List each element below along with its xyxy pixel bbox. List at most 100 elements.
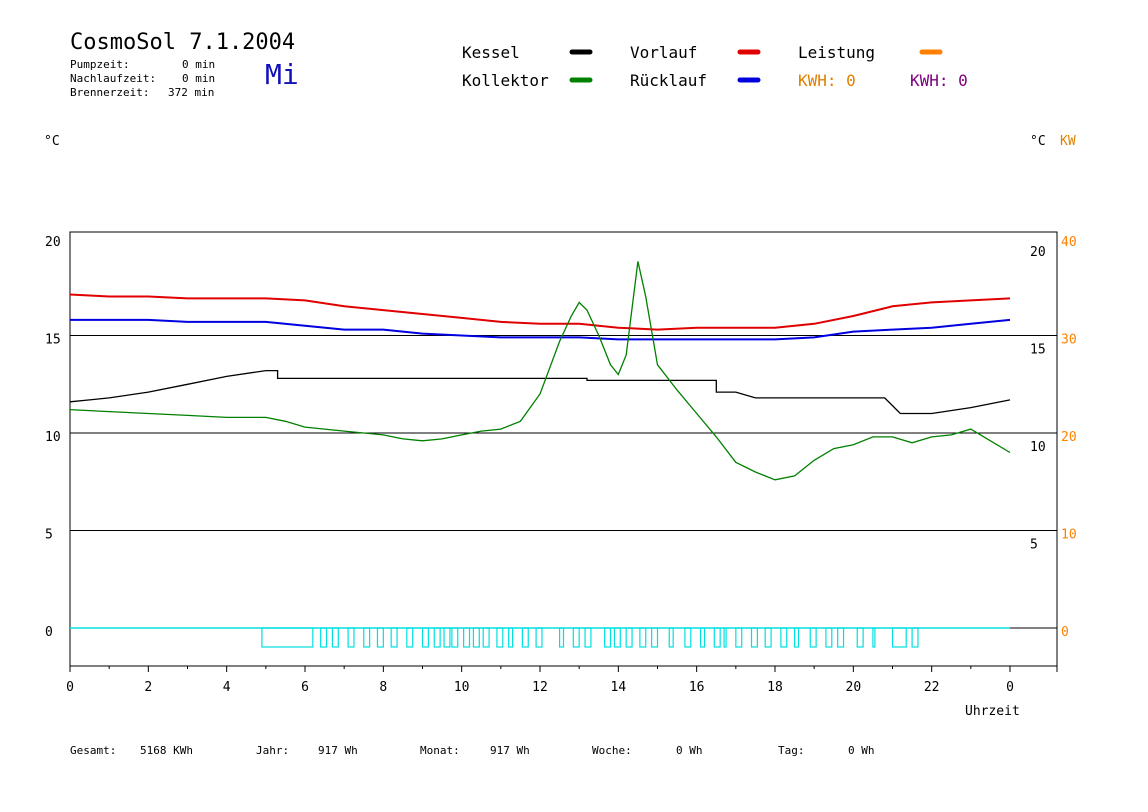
pump-interval xyxy=(508,627,514,648)
jahr-value: 917 Wh xyxy=(318,744,358,757)
pump-interval xyxy=(406,627,414,648)
x-tick-label: 10 xyxy=(454,680,470,695)
pump-interval xyxy=(558,627,565,648)
pump-interval xyxy=(331,627,339,648)
y-right-tick-label: 20 xyxy=(1030,245,1046,260)
kw-tick-label: 20 xyxy=(1061,430,1077,445)
pump-interval xyxy=(535,627,543,648)
legend-kessel-label: Kessel xyxy=(462,43,520,62)
pump-interval xyxy=(482,627,490,648)
kw-unit-label: KW xyxy=(1060,134,1076,149)
legend-ruecklauf-label: Rücklauf xyxy=(630,71,708,90)
weekday-label: Mi xyxy=(265,58,299,91)
monat-value: 917 Wh xyxy=(490,744,530,757)
pumpzeit-label: Pumpzeit: xyxy=(70,58,130,71)
x-tick-label: 12 xyxy=(532,680,548,695)
pump-interval xyxy=(780,627,788,648)
pump-interval xyxy=(421,627,429,648)
woche-label: Woche: xyxy=(592,744,632,757)
pump-interval xyxy=(651,627,659,648)
pump-interval xyxy=(856,627,864,648)
nachlaufzeit-label: Nachlaufzeit: xyxy=(70,72,157,85)
left-unit-label: °C xyxy=(44,134,60,149)
x-tick-label: 14 xyxy=(611,680,627,695)
y-left-tick-label: 10 xyxy=(45,430,61,445)
pump-interval xyxy=(390,627,398,648)
y-left-tick-label: 0 xyxy=(45,625,53,640)
pump-interval xyxy=(809,627,817,648)
x-tick-label: 2 xyxy=(144,680,152,695)
legend-kwh1: KWH: 0 xyxy=(798,71,856,90)
pump-interval xyxy=(443,627,451,648)
pump-interval xyxy=(837,627,845,648)
gesamt-value: 5168 KWh xyxy=(140,744,193,757)
x-tick-label: 4 xyxy=(223,680,231,695)
kw-tick-label: 30 xyxy=(1061,333,1077,348)
tag-label: Tag: xyxy=(778,744,805,757)
series-ruecklauf xyxy=(70,318,1011,341)
pump-interval xyxy=(684,627,692,648)
pump-interval xyxy=(625,627,633,648)
pump-interval xyxy=(376,627,384,648)
pump-interval xyxy=(572,627,580,648)
x-tick-label: 0 xyxy=(1006,680,1014,695)
pumpzeit-value: 0 min xyxy=(182,58,216,71)
page-title: CosmoSol 7.1.2004 xyxy=(70,30,296,55)
pump-interval xyxy=(750,627,758,648)
jahr-label: Jahr: xyxy=(256,744,290,757)
x-tick-label: 22 xyxy=(924,680,940,695)
monat-label: Monat: xyxy=(420,744,460,757)
pump-interval xyxy=(764,627,772,648)
pump-interval xyxy=(639,627,647,648)
pump-interval xyxy=(604,627,612,648)
x-tick-label: 0 xyxy=(66,680,74,695)
x-tick-label: 18 xyxy=(767,680,783,695)
nachlaufzeit-value: 0 min xyxy=(182,72,216,85)
y-left-tick-label: 15 xyxy=(45,333,61,348)
pump-interval xyxy=(451,627,459,648)
pump-interval xyxy=(713,627,721,648)
pump-interval xyxy=(433,627,441,648)
pump-interval xyxy=(668,627,674,648)
pump-interval xyxy=(584,627,592,648)
pump-interval xyxy=(496,627,504,648)
x-tick-label: 6 xyxy=(301,680,309,695)
plot-frame xyxy=(69,231,1058,667)
pump-interval xyxy=(363,627,371,648)
pump-interval xyxy=(872,627,876,648)
right-unit-label: °C xyxy=(1030,134,1046,149)
x-tick-label: 20 xyxy=(846,680,862,695)
tag-value: 0 Wh xyxy=(848,744,875,757)
pump-interval xyxy=(735,627,743,648)
legend-kollektor-label: Kollektor xyxy=(462,71,549,90)
kw-tick-label: 0 xyxy=(1061,625,1069,640)
series-vorlauf xyxy=(69,293,1011,331)
legend-kwh2: KWH: 0 xyxy=(910,71,968,90)
gesamt-label: Gesamt: xyxy=(70,744,117,757)
pump-interval xyxy=(261,627,314,648)
brennerzeit-label: Brennerzeit: xyxy=(70,86,150,99)
y-left-tick-label: 5 xyxy=(45,528,53,543)
pump-interval xyxy=(825,627,833,648)
pump-interval xyxy=(911,627,919,648)
series-kessel xyxy=(69,369,1011,415)
kw-tick-label: 10 xyxy=(1061,528,1077,543)
legend-leistung-label: Leistung xyxy=(798,43,876,62)
pump-interval xyxy=(699,627,706,648)
legend-vorlauf-label: Vorlauf xyxy=(630,43,698,62)
pump-interval xyxy=(347,627,355,648)
x-tick-label: 8 xyxy=(379,680,387,695)
x-tick-label: 16 xyxy=(689,680,705,695)
pump-interval xyxy=(793,627,800,648)
pump-interval xyxy=(472,627,480,648)
brennerzeit-value: 372 min xyxy=(168,86,215,99)
pump-interval xyxy=(521,627,529,648)
y-right-tick-label: 15 xyxy=(1030,343,1046,358)
pump-interval xyxy=(463,627,471,648)
y-right-tick-label: 10 xyxy=(1030,440,1046,455)
y-left-tick-label: 20 xyxy=(45,235,61,250)
pump-interval xyxy=(891,627,907,648)
kw-tick-label: 40 xyxy=(1061,235,1077,250)
woche-value: 0 Wh xyxy=(676,744,703,757)
